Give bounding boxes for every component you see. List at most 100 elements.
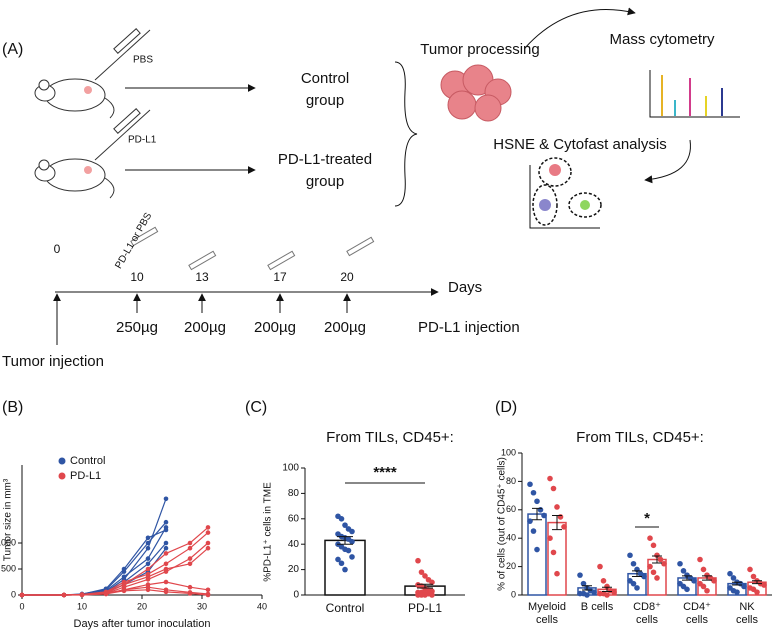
legend-marker [58,472,66,480]
x-tick-label: 20 [137,601,147,611]
group-label: group [306,173,344,190]
data-point [530,489,537,496]
x-tick-label: 30 [197,601,207,611]
data-point [630,580,637,587]
data-point [418,569,425,575]
data-point [163,561,169,567]
x-axis-label: Days after tumor inoculation [74,618,211,630]
data-point [187,540,193,546]
data-point [342,566,348,573]
y-axis-label: %PD-L1⁺ cells in TME [263,482,274,582]
data-point [604,583,610,590]
data-point [429,579,435,586]
chart-title: From TILs, CD45+: [326,429,454,446]
data-point [205,545,211,551]
data-point [641,573,647,580]
data-point [527,518,533,524]
data-point [205,592,211,598]
data-point [711,578,717,584]
x-tick-label: 10 [77,601,87,611]
bar [547,521,567,596]
dose-label: 200µg [324,319,366,336]
data-point [530,528,537,534]
dose-label: 200µg [184,319,226,336]
data-point [429,592,435,598]
dose-label: 200µg [254,319,296,336]
y-tick-label: 60 [288,513,300,524]
data-point [634,585,640,591]
y-tick-label: 100 [501,447,516,457]
y-tick-label: 0 [511,589,516,599]
dose-label: 250µg [116,319,158,336]
x-tick-label: CD4⁺ [683,601,711,613]
significance: * [644,510,650,527]
data-point [145,561,151,567]
data-point [205,587,211,593]
data-point [627,552,633,559]
data-point [121,566,127,572]
data-point [349,554,355,560]
data-point [654,575,660,581]
data-point [19,592,25,598]
data-point [145,556,151,561]
data-point [604,592,610,598]
error-bar [417,583,433,589]
error-bar [682,575,692,581]
data-point [597,563,603,570]
step-label: Mass cytometry [609,31,715,48]
data-point [145,574,151,580]
data-point [187,556,193,561]
data-point [145,535,151,541]
data-point [654,552,660,559]
data-point [205,525,211,530]
group-label: Control [301,70,349,87]
error-bar [552,514,562,531]
panel-label: (C) [245,399,267,416]
data-point [754,589,760,595]
y-tick-label: 500 [1,563,16,573]
data-point [121,574,127,580]
data-point [534,498,540,505]
data-point [121,588,127,594]
data-point [600,578,607,584]
y-tick-label: 100 [282,463,299,474]
error-bar [652,555,662,564]
data-point [422,592,428,598]
legend-marker [58,457,66,465]
error-bar [732,581,742,586]
data-point [187,545,193,551]
mouse-icon [34,28,151,199]
data-point [163,545,169,551]
data-point [761,582,767,588]
data-point [541,512,547,519]
y-tick-label: 60 [506,504,516,514]
data-point [554,504,560,510]
data-point [163,579,169,585]
data-point [163,589,169,595]
data-point [163,519,169,525]
data-point [647,535,653,541]
pbs-label: PBS [133,55,153,66]
data-point [550,485,557,492]
data-point [691,578,697,584]
hsne-icon [529,157,602,229]
day-label: 17 [273,270,287,284]
y-tick-label: 40 [288,539,300,550]
x-tick-label: PD-L1 [408,601,442,615]
data-point [684,586,690,593]
error-bar [602,586,612,592]
data-point [163,551,169,556]
data-point [342,522,348,528]
data-point [647,563,653,570]
data-point [547,475,553,482]
day-label: 0 [54,242,61,256]
data-point [661,560,667,567]
panel-label: (A) [2,41,23,58]
error-bar [702,575,712,581]
data-point [537,507,544,513]
data-point [187,584,193,590]
data-point [415,557,421,564]
y-tick-label: 20 [506,561,516,571]
data-point [527,481,533,488]
data-point [335,556,341,563]
